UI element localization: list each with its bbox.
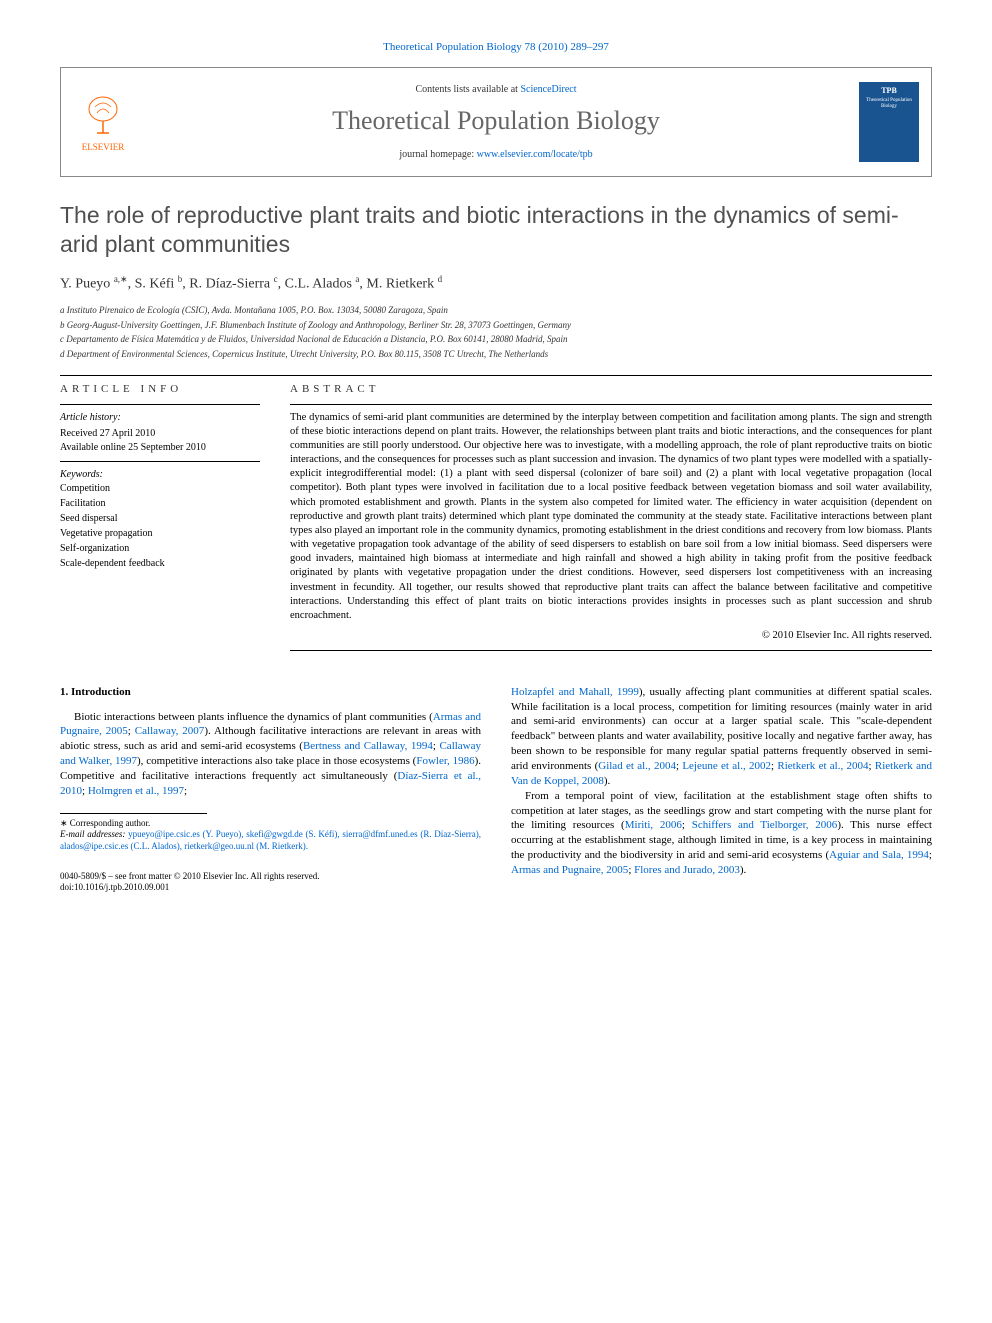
keyword: Vegetative propagation [60, 527, 260, 541]
elsevier-tree-icon [81, 91, 125, 141]
article-title: The role of reproductive plant traits an… [60, 201, 932, 259]
info-abstract-row: ARTICLE INFO Article history: Received 2… [60, 382, 932, 657]
citation-link[interactable]: Schiffers and Tielborger, 2006 [692, 819, 838, 831]
text: ). [604, 775, 610, 787]
email-addresses: E-mail addresses: ypueyo@ipe.csic.es (Y.… [60, 829, 481, 852]
abstract-divider-bottom [290, 650, 932, 651]
homepage-prefix: journal homepage: [399, 149, 476, 160]
body-columns: 1. Introduction Biotic interactions betw… [60, 685, 932, 894]
cover-title: Theoretical Population Biology [863, 98, 915, 110]
contents-prefix: Contents lists available at [415, 84, 520, 95]
footnote-separator [60, 813, 207, 814]
citation-link[interactable]: Gilad et al., 2004 [598, 760, 676, 772]
citation-link[interactable]: Armas and Pugnaire, 2005 [511, 864, 628, 876]
citation-link[interactable]: Rietkerk et al., 2004 [777, 760, 868, 772]
cover-abbrev: TPB [881, 86, 897, 96]
intro-paragraph-1: Biotic interactions between plants influ… [60, 710, 481, 799]
keyword: Seed dispersal [60, 512, 260, 526]
abstract-text: The dynamics of semi-arid plant communit… [290, 411, 932, 624]
footnotes: ∗ Corresponding author. E-mail addresses… [60, 818, 481, 853]
affiliations: a Instituto Pirenaico de Ecología (CSIC)… [60, 304, 932, 361]
citation-link[interactable]: Miriti, 2006 [625, 819, 682, 831]
received-date: Received 27 April 2010 [60, 427, 260, 441]
abstract-heading: ABSTRACT [290, 382, 932, 397]
history-heading: Article history: [60, 411, 260, 425]
journal-header-box: ELSEVIER Contents lists available at Sci… [60, 67, 932, 177]
citation-link[interactable]: Fowler, 1986 [416, 755, 474, 767]
text: Biotic interactions between plants influ… [74, 711, 433, 723]
body-column-right: Holzapfel and Mahall, 1999), usually aff… [511, 685, 932, 894]
article-info-column: ARTICLE INFO Article history: Received 2… [60, 382, 260, 657]
keyword: Scale-dependent feedback [60, 557, 260, 571]
keywords-list: Competition Facilitation Seed dispersal … [60, 482, 260, 571]
section-heading-intro: 1. Introduction [60, 685, 481, 700]
text: ; [184, 785, 187, 797]
text: ; [682, 819, 692, 831]
info-divider [60, 461, 260, 462]
keyword: Competition [60, 482, 260, 496]
intro-paragraph-1-cont: Holzapfel and Mahall, 1999), usually aff… [511, 685, 932, 789]
authors-list: Y. Pueyo a,∗, S. Kéfi b, R. Díaz-Sierra … [60, 273, 932, 294]
citation-link[interactable]: Lejeune et al., 2002 [682, 760, 771, 772]
bottom-bar: 0040-5809/$ – see front matter © 2010 El… [60, 871, 481, 894]
doi-line[interactable]: doi:10.1016/j.tpb.2010.09.001 [60, 882, 481, 894]
article-info-heading: ARTICLE INFO [60, 382, 260, 397]
keyword: Facilitation [60, 497, 260, 511]
text: ; [929, 849, 932, 861]
citation-link[interactable]: Callaway, 2007 [135, 725, 205, 737]
citation-link[interactable]: Holmgren et al., 1997 [88, 785, 184, 797]
divider [60, 375, 932, 376]
journal-name: Theoretical Population Biology [133, 103, 859, 139]
elsevier-label: ELSEVIER [82, 141, 125, 154]
corresponding-author: ∗ Corresponding author. [60, 818, 481, 830]
affiliation-b: b Georg-August-University Goettingen, J.… [60, 319, 932, 333]
citation-link[interactable]: Aguiar and Sala, 1994 [829, 849, 929, 861]
text: ). [740, 864, 746, 876]
online-date: Available online 25 September 2010 [60, 441, 260, 455]
sciencedirect-link[interactable]: ScienceDirect [520, 84, 576, 95]
journal-cover-thumbnail: TPB Theoretical Population Biology [859, 82, 919, 162]
affiliation-d: d Department of Environmental Sciences, … [60, 348, 932, 362]
contents-line: Contents lists available at ScienceDirec… [133, 83, 859, 97]
elsevier-logo: ELSEVIER [73, 87, 133, 157]
homepage-line: journal homepage: www.elsevier.com/locat… [133, 148, 859, 162]
citation-link[interactable]: Flores and Jurado, 2003 [634, 864, 740, 876]
citation-link[interactable]: Bertness and Callaway, 1994 [303, 740, 433, 752]
abstract-divider [290, 404, 932, 405]
copyright: © 2010 Elsevier Inc. All rights reserved… [290, 629, 932, 644]
header-center: Contents lists available at ScienceDirec… [133, 83, 859, 161]
text: ), competitive interactions also take pl… [137, 755, 416, 767]
homepage-link[interactable]: www.elsevier.com/locate/tpb [477, 149, 593, 160]
email-label: E-mail addresses: [60, 829, 128, 839]
header-citation: Theoretical Population Biology 78 (2010)… [60, 40, 932, 55]
body-column-left: 1. Introduction Biotic interactions betw… [60, 685, 481, 894]
abstract-column: ABSTRACT The dynamics of semi-arid plant… [290, 382, 932, 657]
text: ; [128, 725, 135, 737]
keywords-heading: Keywords: [60, 468, 260, 482]
info-divider [60, 404, 260, 405]
keyword: Self-organization [60, 542, 260, 556]
citation-link[interactable]: Holzapfel and Mahall, 1999 [511, 686, 639, 698]
intro-paragraph-2: From a temporal point of view, facilitat… [511, 789, 932, 878]
affiliation-a: a Instituto Pirenaico de Ecología (CSIC)… [60, 304, 932, 318]
issn-line: 0040-5809/$ – see front matter © 2010 El… [60, 871, 481, 883]
affiliation-c: c Departamento de Física Matemática y de… [60, 333, 932, 347]
